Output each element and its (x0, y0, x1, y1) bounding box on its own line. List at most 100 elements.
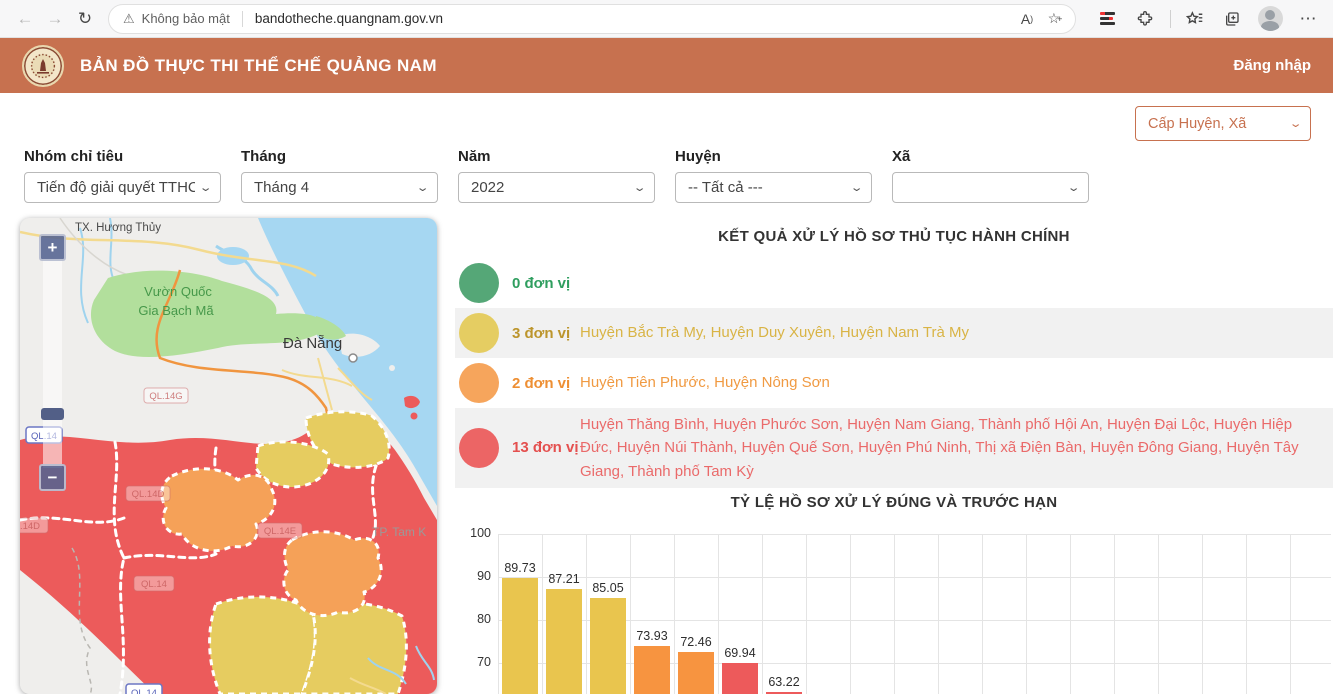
address-bar[interactable]: ⚠ Không bảo mật bandotheche.quangnam.gov… (108, 3, 1076, 34)
level-select[interactable]: Cấp Huyện, Xã ⌄ (1135, 106, 1311, 141)
filter-group: Xã ⌄ (892, 148, 1089, 203)
filters-row: Nhóm chỉ tiêu Tiến độ giải quyết TTHC ⌄ … (24, 148, 1089, 203)
bar[interactable] (502, 578, 538, 694)
gridline (498, 663, 1331, 664)
bar-chart-plot: 89.73 87.21 85.05 73.93 72.46 69.94 63.22 (498, 534, 1331, 694)
bar[interactable] (678, 652, 714, 694)
results-panel: KẾT QUẢ XỬ LÝ HỒ SƠ THỦ TỤC HÀNH CHÍNH 0… (455, 228, 1333, 694)
filter-select-value: 2022 (471, 179, 505, 196)
svg-text:QL.14D: QL.14D (132, 489, 165, 500)
bar-value-label: 89.73 (504, 561, 536, 576)
legend-row: 0 đơn vị (455, 258, 1333, 308)
level-select-value: Cấp Huyện, Xã (1148, 115, 1247, 132)
filter-label: Xã (892, 148, 911, 165)
filter-label: Nhóm chỉ tiêu (24, 148, 124, 165)
extensions-icon[interactable] (1130, 4, 1160, 34)
filter-select[interactable]: Tháng 4 ⌄ (241, 172, 438, 203)
bar[interactable] (590, 598, 626, 694)
city-marker (348, 353, 358, 363)
legend-count: 3 đơn vị (512, 324, 571, 342)
road-shield-ql14e: QL.14E (257, 522, 303, 539)
bar-value-label: 87.21 (548, 571, 580, 586)
legend-count: 2 đơn vị (512, 374, 571, 392)
filter-label: Tháng (241, 148, 286, 165)
legend-color-circle (459, 363, 499, 403)
login-button[interactable]: Đăng nhập (1233, 57, 1312, 74)
map-canvas: TX. Hương Thủy Vườn Quốc Gia Bạch Mã Đà … (20, 218, 437, 694)
bar[interactable] (722, 663, 758, 694)
zoom-out-button[interactable]: − (39, 464, 66, 491)
bar-value-label: 73.93 (636, 629, 668, 644)
zoom-slider-track[interactable] (43, 258, 62, 468)
legend-row: 2 đơn vị Huyện Tiên Phước, Huyện Nông Sơ… (455, 358, 1333, 408)
chevron-down-icon: ⌄ (1288, 118, 1303, 130)
road-shield-ql14-bottom: QL.14 (125, 683, 163, 694)
filter-select[interactable]: 2022 ⌄ (458, 172, 655, 203)
filter-select-value: Tháng 4 (254, 179, 310, 196)
reading-list-icon[interactable] (1092, 4, 1122, 34)
chevron-down-icon: ⌄ (632, 182, 647, 194)
chevron-down-icon: ⌄ (849, 182, 864, 194)
bar[interactable] (634, 646, 670, 694)
bar[interactable] (766, 692, 802, 694)
read-aloud-icon[interactable]: A) (1020, 10, 1034, 27)
road-shield-ql14d: QL.14D (125, 485, 171, 502)
svg-text:QL.14: QL.14 (131, 688, 157, 694)
profile-avatar[interactable] (1255, 4, 1285, 34)
browser-toolbar: ← → ↻ ⚠ Không bảo mật bandotheche.quangn… (0, 0, 1333, 38)
gridline (498, 534, 1331, 535)
legend-color-circle (459, 263, 499, 303)
y-axis-tick: 90 (477, 569, 491, 583)
map-label-tam-ky: TP. Tam K (372, 525, 426, 539)
filter-select[interactable]: -- Tất cả --- ⌄ (675, 172, 872, 203)
map-label-park-1: Vườn Quốc (144, 284, 212, 299)
province-map[interactable]: TX. Hương Thủy Vườn Quốc Gia Bạch Mã Đà … (20, 218, 437, 694)
zoom-slider-handle[interactable] (41, 408, 64, 420)
chevron-down-icon: ⌄ (198, 182, 213, 194)
filter-select-value: Tiến độ giải quyết TTHC (37, 179, 195, 196)
road-shield-ql14g: QL.14G (143, 387, 189, 404)
warning-icon: ⚠ (123, 10, 135, 26)
filter-select-value: -- Tất cả --- (688, 179, 763, 196)
y-axis-tick: 80 (477, 612, 491, 626)
road-shield-ql14-mid: QL.14 (133, 575, 175, 592)
filter-group: Tháng Tháng 4 ⌄ (241, 148, 438, 203)
svg-text:QL.14: QL.14 (141, 579, 167, 590)
map-label-park-2: Gia Bạch Mã (138, 303, 214, 318)
back-icon[interactable]: ← (16, 8, 34, 28)
filter-group: Huyện -- Tất cả --- ⌄ (675, 148, 872, 203)
legend-unit-links[interactable]: Huyện Tiên Phước, Huyện Nông Sơn (580, 374, 830, 392)
filter-label: Huyện (675, 148, 721, 165)
filter-select[interactable]: ⌄ (892, 172, 1089, 203)
address-divider (241, 10, 243, 27)
filter-group: Năm 2022 ⌄ (458, 148, 655, 203)
forward-icon[interactable]: → (46, 8, 64, 28)
legend-count: 0 đơn vị (512, 274, 571, 292)
bar-value-label: 85.05 (592, 581, 624, 596)
legend-row: 13 đơn vị Huyện Thăng Bình, Huyện Phước … (455, 408, 1333, 488)
legend-unit-links[interactable]: Huyện Thăng Bình, Huyện Phước Sơn, Huyện… (580, 416, 1299, 480)
filter-group: Nhóm chỉ tiêu Tiến độ giải quyết TTHC ⌄ (24, 148, 221, 203)
favorites-icon[interactable] (1179, 4, 1209, 34)
add-favorite-icon[interactable]: ☆ + (1047, 10, 1063, 26)
legend-unit-links[interactable]: Huyện Bắc Trà My, Huyện Duy Xuyên, Huyện… (580, 324, 970, 342)
y-axis-tick: 70 (477, 655, 491, 669)
svg-text:QL.14G: QL.14G (149, 391, 182, 402)
refresh-icon[interactable]: ↻ (77, 8, 93, 28)
bar-value-label: 63.22 (768, 675, 800, 690)
toolbar-right: ⋯ (1084, 4, 1323, 34)
reading-list-glyph (1099, 12, 1115, 25)
collections-icon[interactable] (1217, 4, 1247, 34)
page-title: BẢN ĐỒ THỰC THI THỂ CHẾ QUẢNG NAM (80, 55, 437, 75)
bar-value-label: 72.46 (680, 635, 712, 650)
bar[interactable] (546, 588, 582, 694)
app-header: BẢN ĐỒ THỰC THI THỂ CHẾ QUẢNG NAM Đăng n… (0, 38, 1333, 93)
map-label-da-nang: Đà Nẵng (283, 335, 342, 352)
settings-menu-icon[interactable]: ⋯ (1299, 8, 1317, 28)
filter-select[interactable]: Tiến độ giải quyết TTHC ⌄ (24, 172, 221, 203)
gridline (498, 577, 1331, 578)
zoom-in-button[interactable]: + (39, 234, 66, 261)
chart-title: TỶ LỆ HỒ SƠ XỬ LÝ ĐÚNG VÀ TRƯỚC HẠN (730, 494, 1058, 511)
svg-text:QL.14E: QL.14E (264, 526, 296, 537)
svg-text:.14D: .14D (20, 521, 40, 532)
